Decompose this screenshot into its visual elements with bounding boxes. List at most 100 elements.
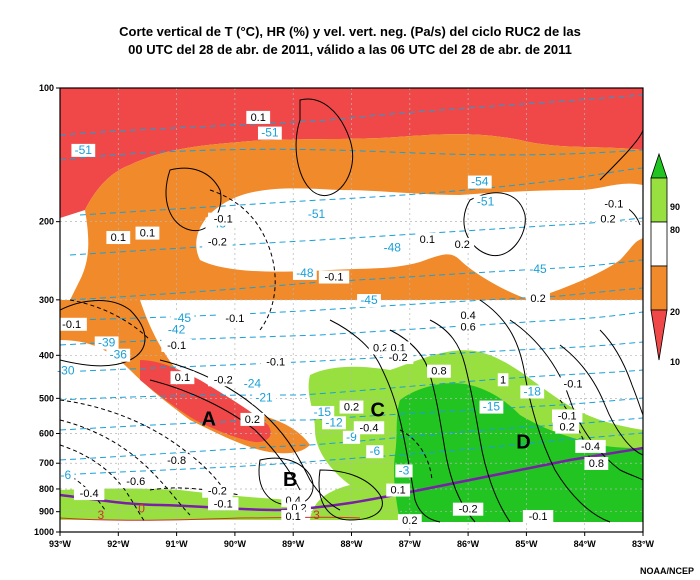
temperature-label-bg bbox=[257, 126, 282, 140]
omega-label: -0.2 bbox=[208, 486, 227, 498]
temperature-label: -45 bbox=[360, 293, 378, 307]
omega-contour-neg bbox=[60, 419, 191, 516]
temperature-label-bg bbox=[473, 195, 498, 209]
omega-label: 0.1 bbox=[390, 485, 405, 497]
warm-label: 0 bbox=[138, 502, 145, 516]
omega-contours bbox=[60, 98, 643, 523]
omega-label: -0.1 bbox=[558, 410, 577, 422]
omega-label: -0.1 bbox=[564, 378, 583, 390]
omega-label: -0.1 bbox=[266, 357, 285, 369]
temp-contour bbox=[60, 341, 643, 373]
colorbar-bottom-triangle bbox=[650, 309, 668, 361]
omega-label-bg bbox=[56, 317, 87, 331]
x-tick-label: 87°W bbox=[399, 539, 422, 549]
omega-labels: 0.10.10.1-0.1-0.2-0.10.1 0.2-0.10.20.2-0.… bbox=[56, 110, 630, 528]
omega-label-bg bbox=[397, 514, 422, 528]
temperature-label: -21 bbox=[255, 390, 273, 404]
x-tick-label: 83°W bbox=[632, 539, 655, 549]
rh-orange-upper bbox=[60, 134, 643, 325]
temperature-label: -12 bbox=[325, 415, 343, 429]
colorbar-label: 10 bbox=[670, 357, 680, 367]
temp-contour bbox=[60, 94, 643, 136]
warm-contour bbox=[60, 516, 361, 521]
omega-label: -0.4 bbox=[581, 441, 600, 453]
omega-label-bg bbox=[584, 456, 609, 470]
omega-label-bg bbox=[598, 197, 630, 211]
temperature-label-bg bbox=[520, 385, 545, 399]
rh-green bbox=[393, 383, 643, 522]
temperature-label: -51 bbox=[308, 207, 326, 221]
temperature-label: -18 bbox=[524, 384, 542, 398]
freezing-line bbox=[60, 446, 643, 512]
omega-label: 0.1 bbox=[111, 232, 126, 244]
warm-label: 3 bbox=[97, 508, 104, 522]
temperature-label-bg bbox=[57, 468, 75, 482]
temperature-label: -45 bbox=[529, 262, 547, 276]
temperature-label-bg bbox=[304, 207, 329, 221]
omega-label-bg bbox=[450, 237, 475, 251]
temp-contour bbox=[79, 167, 643, 216]
colorbar-label: 90 bbox=[670, 202, 680, 212]
temperature-label: -51 bbox=[261, 126, 279, 140]
omega-label: 0.1 bbox=[251, 112, 266, 124]
temperature-label-bg bbox=[380, 241, 405, 255]
x-tick-label: 85°W bbox=[515, 539, 538, 549]
omega-label-bg bbox=[353, 421, 385, 435]
temperature-label-bg bbox=[164, 323, 189, 337]
omega-label-bg bbox=[246, 110, 271, 124]
temp-contour bbox=[69, 217, 643, 256]
omega-contour bbox=[429, 319, 511, 523]
x-tick-label: 89°W bbox=[282, 539, 305, 549]
temperature-label-bg bbox=[479, 400, 504, 414]
omega-contour bbox=[149, 379, 301, 491]
omega-label: 0.2 bbox=[560, 422, 575, 434]
temperature-label-bg bbox=[170, 312, 195, 326]
omega-label-bg bbox=[497, 373, 509, 387]
omega-contour bbox=[389, 329, 476, 523]
temperature-label: -15 bbox=[483, 400, 501, 414]
temperature-label-bg bbox=[526, 263, 550, 277]
omega-label-bg bbox=[575, 439, 606, 453]
omega-label-bg bbox=[208, 373, 239, 387]
temperature-label: -36 bbox=[110, 348, 128, 362]
y-tick-label: 400 bbox=[39, 350, 54, 360]
temperature-label-bg bbox=[106, 348, 131, 362]
y-tick-label: 200 bbox=[39, 217, 54, 227]
omega-label: 0.8 bbox=[431, 366, 446, 378]
omega-contour bbox=[599, 329, 643, 416]
colorbar: 90 80 20 10 bbox=[650, 152, 680, 367]
temperature-label-bg bbox=[94, 336, 119, 350]
omega-label-bg bbox=[452, 502, 484, 516]
temperature-label-bg bbox=[322, 416, 346, 430]
omega-contour bbox=[509, 319, 643, 481]
temperature-label-bg bbox=[395, 464, 413, 478]
temperature-label: -39 bbox=[98, 335, 116, 349]
omega-label-bg bbox=[161, 338, 192, 352]
omega-label-bg bbox=[386, 483, 411, 497]
temp-contour bbox=[60, 397, 643, 431]
omega-label-bg bbox=[73, 487, 105, 501]
omega-label-bg bbox=[456, 309, 480, 323]
region-labels: A B C D bbox=[201, 400, 530, 492]
temperature-label-bg bbox=[310, 405, 335, 419]
temperature-label-bg bbox=[240, 377, 265, 391]
omega-contour bbox=[159, 359, 341, 511]
temperature-label: -15 bbox=[314, 405, 332, 419]
y-tick-label: 600 bbox=[39, 428, 54, 438]
omega-contour bbox=[295, 98, 354, 196]
omega-label-bg bbox=[219, 312, 251, 326]
region-label: A bbox=[201, 408, 215, 430]
omega-label: 0.2 bbox=[600, 214, 615, 226]
credit-label: NOAA/NCEP bbox=[639, 566, 694, 576]
omega-contour-neg bbox=[149, 487, 241, 496]
temperature-label: -48 bbox=[296, 266, 314, 280]
temperature-label-bg bbox=[357, 294, 381, 308]
omega-label: -0.1 bbox=[167, 340, 186, 352]
omega-label-bg bbox=[552, 409, 583, 423]
rh-red-upper bbox=[60, 88, 643, 218]
omega-label-bg bbox=[281, 510, 306, 524]
colorbar-top-triangle bbox=[650, 152, 668, 179]
temperature-label: -51 bbox=[477, 195, 495, 209]
temperature-label: -24 bbox=[244, 376, 262, 390]
y-tick-label: 500 bbox=[39, 393, 54, 403]
